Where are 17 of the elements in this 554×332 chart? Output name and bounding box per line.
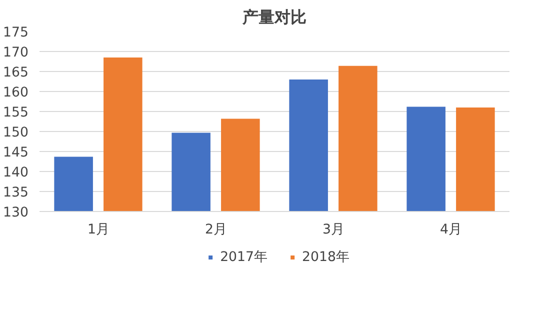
y-tick-label: 160	[3, 86, 29, 100]
y-tick-label: 130	[3, 206, 29, 220]
y-tick-label: 175	[3, 26, 29, 40]
legend-label: 2017年	[220, 249, 267, 266]
y-tick-label: 135	[3, 186, 29, 200]
y-tick-label: 140	[3, 166, 29, 180]
x-tick-label: 1月	[88, 222, 109, 238]
y-tick-label: 170	[3, 46, 29, 60]
x-tick-label: 4月	[440, 222, 462, 238]
x-tick-label: 3月	[322, 222, 344, 238]
y-tick-label: 145	[3, 146, 29, 160]
y-tick-label: 155	[3, 106, 29, 120]
y-tick-label: 150	[3, 126, 29, 140]
x-tick-label: 2月	[205, 222, 226, 238]
y-tick-label: 165	[3, 66, 29, 80]
legend-label: 2018年	[302, 249, 349, 266]
chart-title: 产量对比	[242, 8, 306, 26]
